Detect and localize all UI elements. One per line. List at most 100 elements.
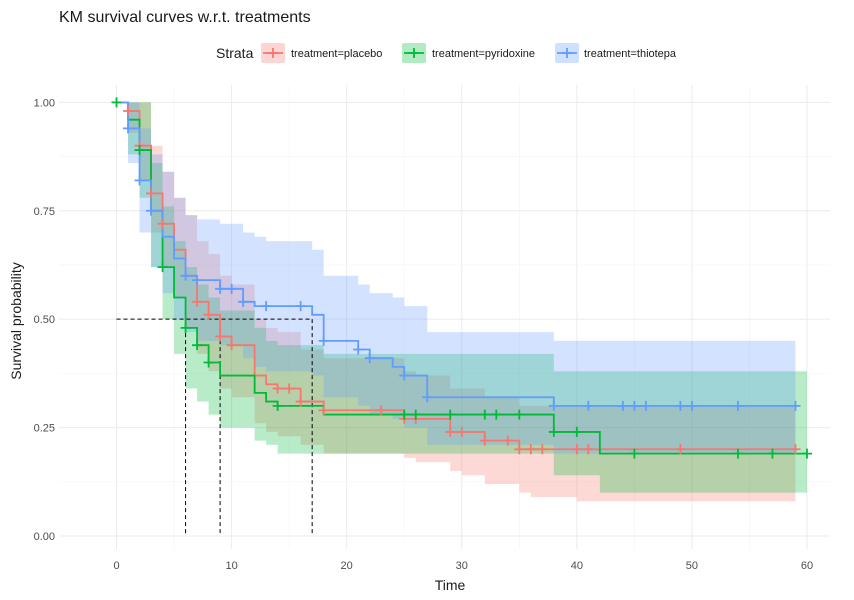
censor-mark-placebo: [123, 106, 134, 117]
censor-mark-thiotepa: [226, 283, 237, 294]
censor-mark-thiotepa: [318, 335, 329, 346]
censor-mark-pyridoxine: [272, 400, 283, 411]
censor-mark-pyridoxine: [767, 448, 778, 459]
censor-mark-thiotepa: [123, 123, 134, 134]
censor-mark-placebo: [146, 188, 157, 199]
legend-censor-mark-placebo: [268, 48, 278, 58]
censor-mark-pyridoxine: [732, 448, 743, 459]
censor-mark-placebo: [272, 383, 283, 394]
censor-mark-pyridoxine: [134, 145, 145, 156]
median-reference-lines: [116, 318, 313, 536]
censor-mark-pyridoxine: [192, 340, 203, 351]
censor-mark-thiotepa: [134, 175, 145, 186]
plot-area: [59, 85, 830, 549]
censor-mark-thiotepa: [215, 283, 226, 294]
censor-mark-pyridoxine: [157, 262, 168, 273]
x-axis-ticks: 0 10 20 30 40 50 60: [113, 560, 813, 572]
censor-mark-pyridoxine: [548, 426, 559, 437]
censor-mark-placebo: [203, 309, 214, 320]
censor-mark-placebo: [675, 444, 686, 455]
censor-mark-placebo: [445, 426, 456, 437]
y-axis-title: Survival probability: [8, 262, 24, 380]
y-tick-label: 0.50: [34, 314, 55, 326]
x-tick-label: 10: [225, 560, 237, 572]
x-tick-label: 0: [113, 560, 119, 572]
censor-mark-pyridoxine: [445, 409, 456, 420]
censor-mark-placebo: [192, 296, 203, 307]
x-tick-label: 30: [456, 560, 468, 572]
grid: [59, 85, 830, 549]
legend-label-pyridoxine: treatment=pyridoxine: [432, 48, 535, 60]
survival-curve-placebo: [116, 101, 796, 451]
censor-mark-placebo: [537, 444, 548, 455]
censor-mark-placebo: [456, 426, 467, 437]
x-tick-label: 40: [571, 560, 583, 572]
censor-mark-pyridoxine: [801, 448, 812, 459]
y-tick-label: 1.00: [34, 97, 55, 109]
chart-title: KM survival curves w.r.t. treatments: [59, 9, 311, 26]
censor-mark-placebo: [295, 396, 306, 407]
x-tick-label: 20: [341, 560, 353, 572]
censor-mark-thiotepa: [583, 400, 594, 411]
censor-mark-placebo: [284, 383, 295, 394]
censor-mark-placebo: [525, 444, 536, 455]
censor-mark-thiotepa: [192, 275, 203, 286]
censor-mark-placebo: [215, 331, 226, 342]
ci-band-pyridoxine: [116, 102, 807, 493]
legend-title: Strata: [216, 45, 254, 61]
censor-mark-pyridoxine: [180, 322, 191, 333]
censor-mark-pyridoxine: [399, 409, 410, 420]
y-axis-ticks: 0.00 0.25 0.50 0.75 1.00: [34, 97, 55, 543]
y-tick-label: 0.75: [34, 206, 55, 218]
legend-item-placebo: treatment=placebo: [261, 43, 382, 63]
legend-label-thiotepa: treatment=thiotepa: [584, 48, 677, 60]
censor-mark-placebo: [583, 444, 594, 455]
censor-mark-thiotepa: [422, 392, 433, 403]
censor-mark-pyridoxine: [203, 357, 214, 368]
censor-mark-thiotepa: [640, 400, 651, 411]
censor-mark-placebo: [157, 218, 168, 229]
censor-mark-pyridoxine: [629, 448, 640, 459]
censor-marks: [111, 97, 812, 459]
censor-mark-thiotepa: [629, 400, 640, 411]
censor-mark-pyridoxine: [491, 409, 502, 420]
censor-mark-placebo: [376, 405, 387, 416]
y-tick-label: 0.25: [34, 423, 55, 435]
censor-mark-thiotepa: [353, 344, 364, 355]
censor-mark-pyridoxine: [571, 426, 582, 437]
legend-label-placebo: treatment=placebo: [291, 48, 382, 60]
censor-mark-placebo: [790, 444, 801, 455]
legend-censor-mark-pyridoxine: [409, 48, 419, 58]
censor-mark-placebo: [226, 340, 237, 351]
confidence-bands: [116, 102, 807, 502]
censor-mark-placebo: [502, 435, 513, 446]
censor-mark-thiotepa: [790, 400, 801, 411]
censor-mark-pyridoxine: [514, 409, 525, 420]
legend-censor-mark-thiotepa: [562, 48, 572, 58]
censor-mark-placebo: [318, 405, 329, 416]
legend: Strata treatment=placebo treatment=pyrid…: [216, 43, 677, 63]
censor-mark-thiotepa: [548, 400, 559, 411]
ci-band-thiotepa: [116, 102, 796, 454]
ci-band-placebo: [116, 102, 796, 502]
censor-mark-placebo: [479, 435, 490, 446]
censor-mark-placebo: [514, 444, 525, 455]
x-tick-label: 60: [801, 560, 813, 572]
censor-mark-thiotepa: [732, 400, 743, 411]
censor-mark-thiotepa: [295, 301, 306, 312]
legend-item-thiotepa: treatment=thiotepa: [555, 43, 677, 63]
x-axis-title: Time: [435, 577, 466, 593]
x-tick-label: 50: [686, 560, 698, 572]
censor-mark-thiotepa: [364, 353, 375, 364]
censor-mark-thiotepa: [617, 400, 628, 411]
censor-mark-thiotepa: [686, 400, 697, 411]
censor-mark-thiotepa: [146, 205, 157, 216]
censor-mark-pyridoxine: [111, 97, 122, 108]
censor-mark-placebo: [571, 444, 582, 455]
censor-mark-pyridoxine: [410, 409, 421, 420]
censor-mark-thiotepa: [399, 370, 410, 381]
censor-mark-pyridoxine: [479, 409, 490, 420]
censor-mark-thiotepa: [675, 400, 686, 411]
y-tick-label: 0.00: [34, 531, 55, 543]
